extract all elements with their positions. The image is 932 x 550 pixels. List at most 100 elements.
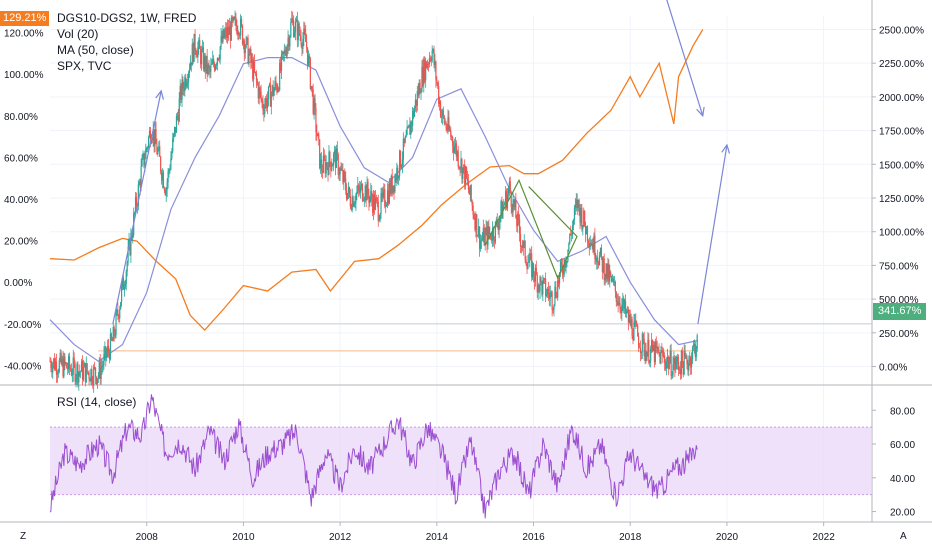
candle-body: [387, 190, 390, 204]
candle-body: [268, 83, 271, 87]
trend-arrow: [666, 0, 704, 117]
candle-body: [381, 193, 383, 198]
candle-body: [99, 361, 101, 379]
candle-body: [340, 168, 342, 170]
candle-body: [409, 124, 411, 135]
candle-body: [89, 378, 91, 382]
candle-body: [454, 143, 457, 147]
candle-body: [601, 256, 603, 273]
y-tick-label: 80.00%: [4, 112, 38, 123]
y-right-tick-label: 1500.00%: [879, 160, 924, 171]
candle-body: [319, 139, 321, 169]
candle-body: [223, 29, 225, 38]
candle-body: [374, 197, 377, 210]
candle-body: [583, 210, 585, 226]
rsi-title[interactable]: RSI (14, close): [57, 395, 137, 409]
candle-body: [160, 171, 163, 181]
y-right-tick-label: 1000.00%: [879, 228, 924, 239]
candle-body: [57, 371, 59, 374]
candle-body: [333, 154, 335, 165]
candle-body: [474, 218, 476, 230]
candle-body: [691, 347, 694, 360]
candle-body: [264, 104, 266, 114]
candle-body: [322, 155, 324, 173]
candle-body: [358, 185, 360, 189]
candle-body: [209, 67, 211, 72]
candle-body: [169, 169, 171, 171]
candle-body: [492, 227, 495, 240]
candle-body: [332, 164, 334, 167]
candle-body: [434, 61, 436, 65]
candle-body: [123, 286, 125, 290]
candle-body: [341, 169, 343, 171]
x-tick-label: 2016: [522, 532, 545, 543]
candle-body: [129, 239, 131, 255]
y-right-tick-label: 750.00%: [879, 261, 919, 272]
candle-body: [320, 159, 323, 172]
auto-scale-button[interactable]: A: [900, 531, 907, 542]
candle-body: [184, 77, 186, 92]
candle-body: [550, 291, 552, 294]
candle-body: [343, 171, 345, 183]
candle-body: [603, 258, 605, 281]
zoom-button[interactable]: Z: [20, 531, 27, 542]
legend-volume[interactable]: Vol (20): [57, 27, 99, 41]
candle-body: [393, 185, 395, 192]
candle-body: [485, 227, 487, 233]
candle-body: [396, 167, 398, 181]
candle-body: [436, 79, 438, 83]
candle-body: [215, 64, 218, 66]
candle-body: [53, 358, 55, 365]
candle-body: [130, 233, 132, 255]
candle-body: [690, 356, 692, 368]
candle-body: [52, 364, 54, 373]
candle-body: [242, 40, 245, 45]
candle-body: [115, 313, 117, 335]
candle-body: [126, 262, 128, 272]
candle-body: [692, 345, 695, 348]
candle-body: [626, 309, 629, 312]
candle-body: [549, 293, 551, 299]
legend-ma[interactable]: MA (50, close): [57, 43, 134, 57]
candle-body: [389, 183, 391, 194]
candle-body: [355, 194, 357, 204]
candle-body: [100, 367, 102, 379]
candle-body: [93, 366, 95, 386]
candle-body: [373, 194, 376, 210]
candle-body: [600, 247, 603, 257]
candle-body: [516, 218, 518, 227]
candle-body: [444, 122, 446, 124]
candle-body: [661, 350, 663, 352]
candle-body: [310, 85, 312, 89]
wedge-pattern: [484, 178, 578, 280]
candle-body: [604, 276, 606, 281]
legend-spx[interactable]: SPX, TVC: [57, 59, 112, 73]
candle-body: [563, 259, 565, 275]
legend-symbol[interactable]: DGS10-DGS2, 1W, FRED: [57, 11, 197, 25]
candle-body: [200, 48, 202, 65]
candle-body: [292, 18, 294, 21]
candle-body: [151, 139, 153, 141]
candle-body: [300, 36, 302, 45]
candle-body: [66, 362, 68, 369]
candle-body: [254, 71, 257, 74]
candle-body: [62, 358, 64, 377]
candle-body: [271, 85, 273, 94]
candle-body: [670, 351, 672, 376]
candle-body: [682, 362, 684, 375]
candle-body: [642, 333, 644, 339]
candle-body: [419, 82, 421, 94]
candle-body: [121, 277, 124, 287]
candle-body: [329, 151, 331, 163]
candle-body: [399, 150, 401, 176]
candle-body: [627, 309, 629, 323]
candle-body: [598, 255, 601, 266]
candle-body: [147, 147, 149, 149]
candle-body: [695, 349, 697, 357]
candle-body: [680, 350, 682, 375]
candle-body: [377, 201, 379, 221]
candle-body: [199, 39, 201, 49]
candle-body: [189, 62, 192, 70]
candle-body: [326, 162, 328, 167]
candle-body: [466, 177, 469, 181]
